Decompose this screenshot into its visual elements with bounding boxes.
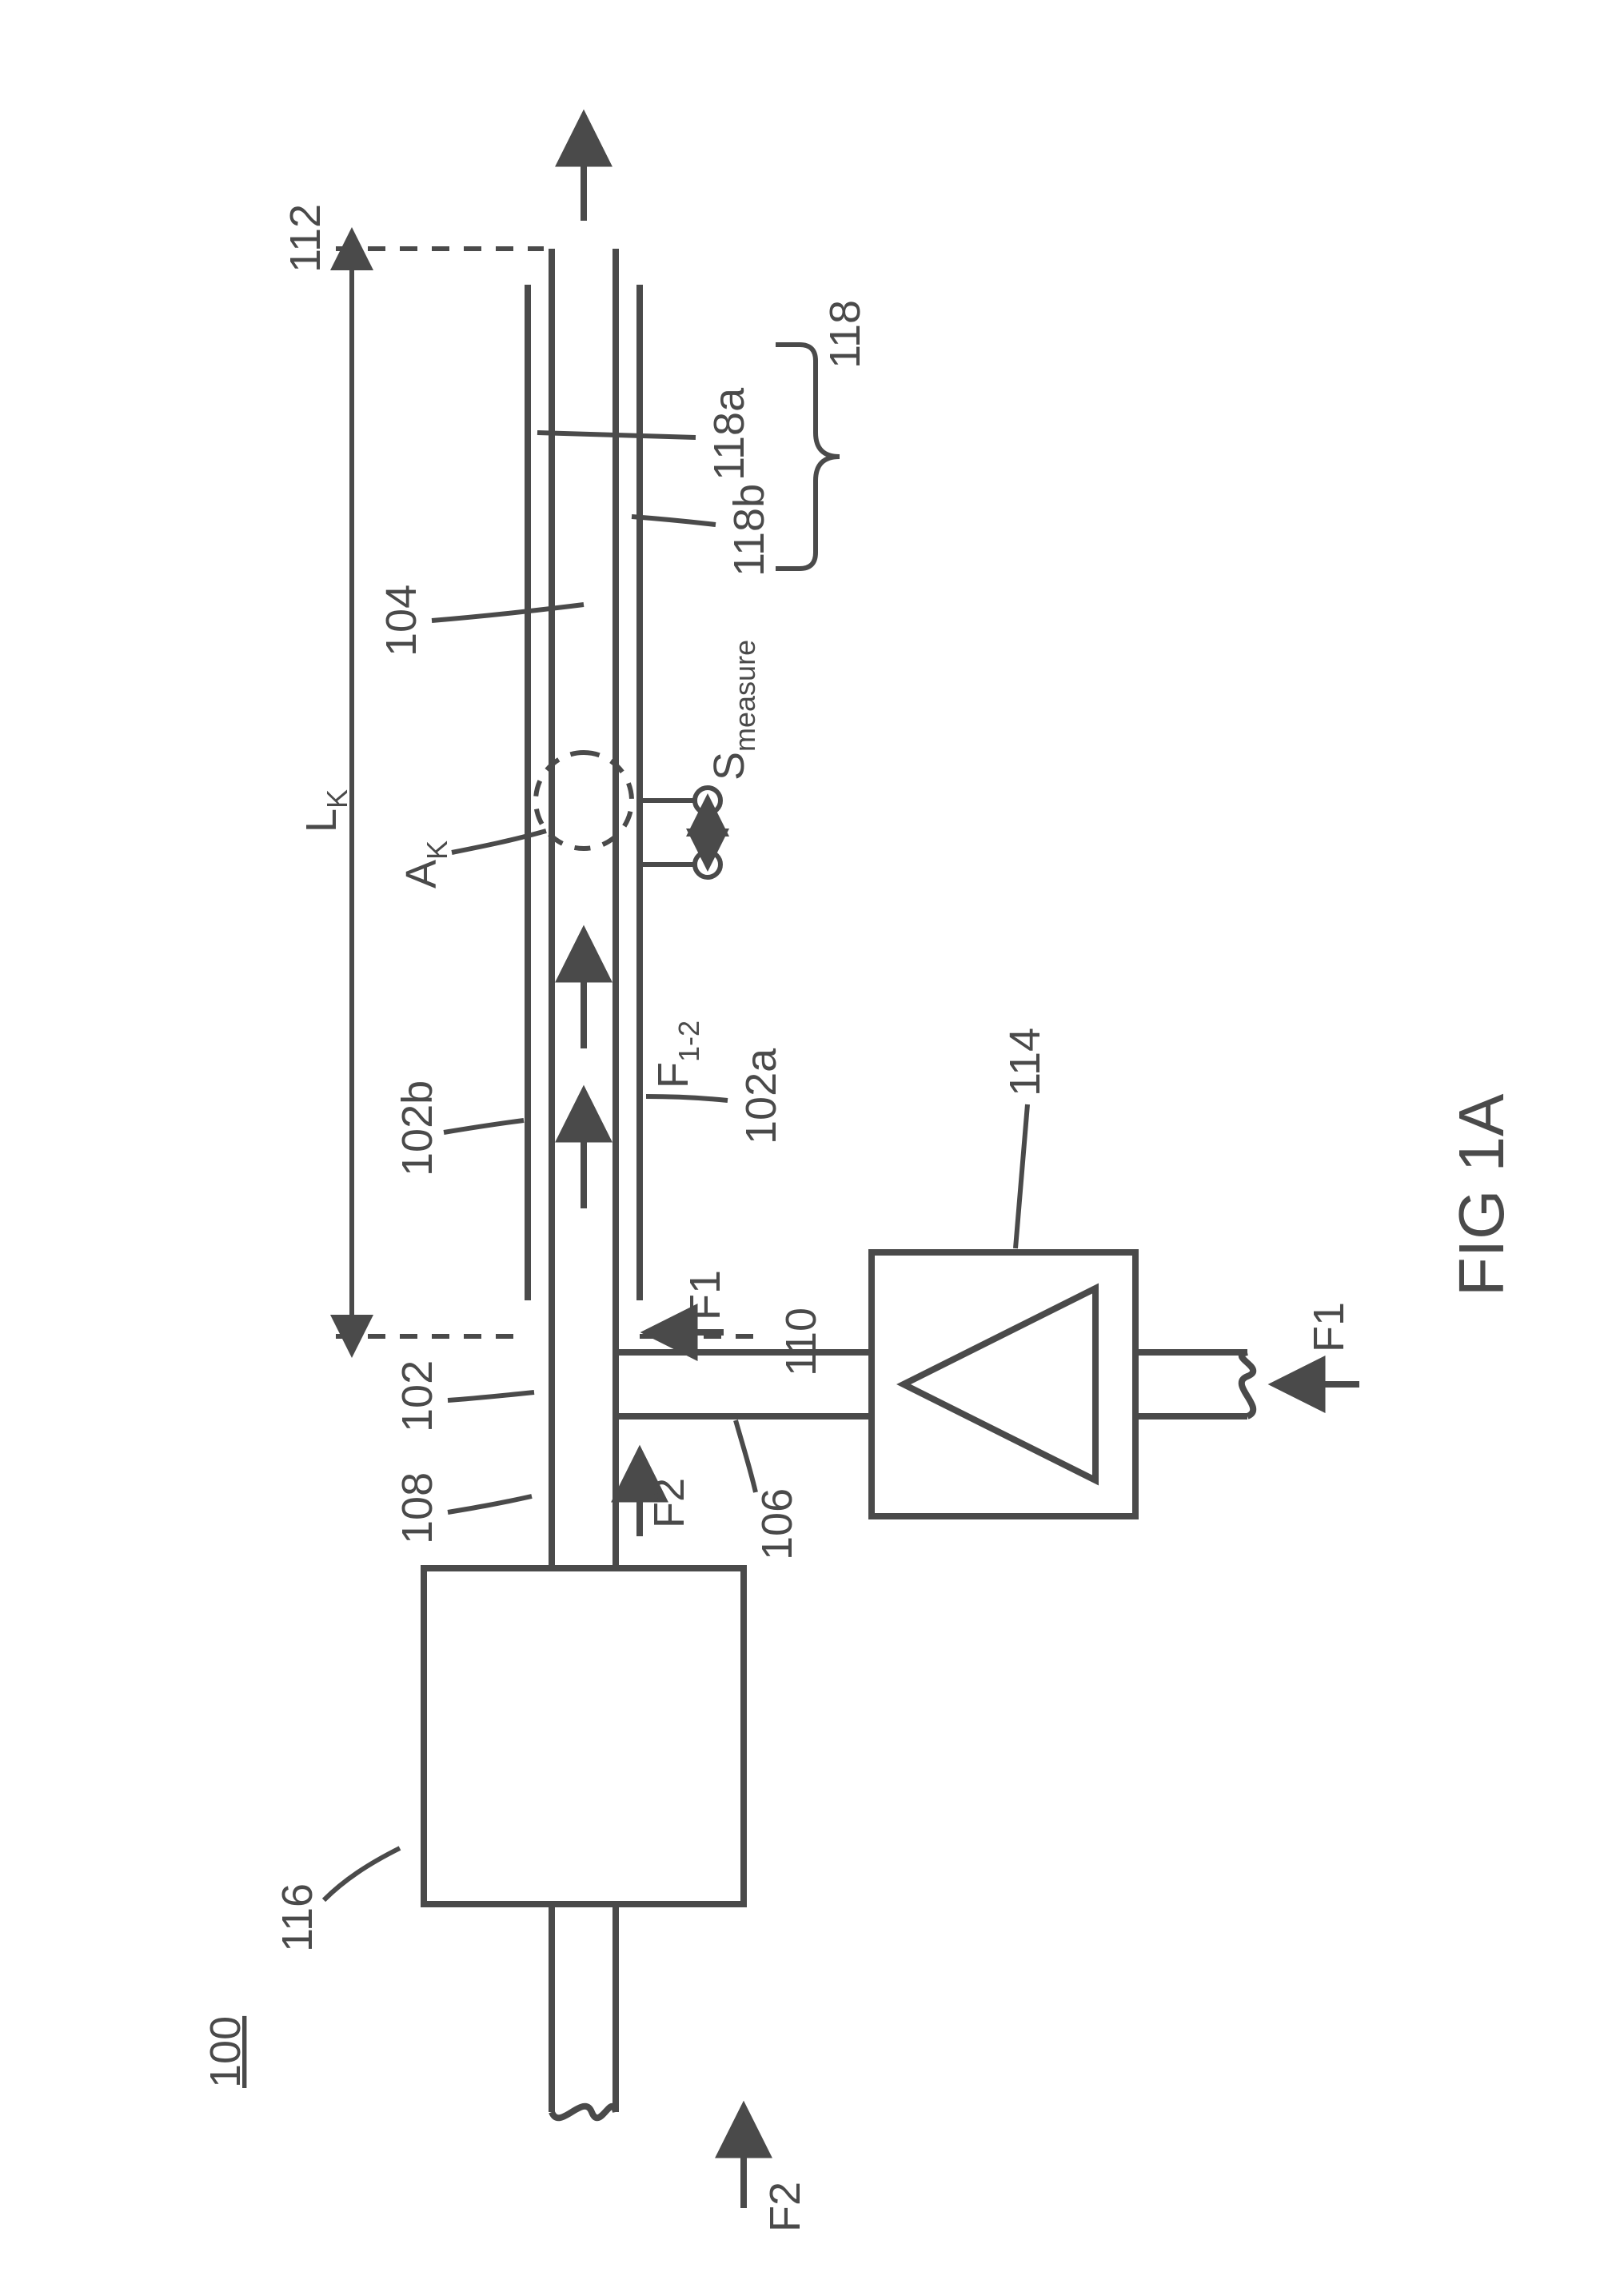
label-f2-left: F2: [761, 2182, 809, 2232]
figure-caption: FIG 1A: [1446, 1093, 1517, 1296]
ref-118a-label: 118a: [705, 387, 753, 481]
label-f1-in: F1: [1305, 1302, 1353, 1352]
ref-118-label: 118: [821, 300, 869, 369]
pipe-106: [616, 1352, 872, 1416]
ref-110-label: 110: [777, 1308, 825, 1376]
inlet-f2: [552, 1904, 616, 2118]
label-f2-pipe: F2: [645, 1478, 693, 1528]
label-ak: AK: [397, 841, 453, 888]
triangle-114: [904, 1288, 1095, 1480]
inlet-f1: [1135, 1352, 1253, 1416]
leader-ak: [452, 831, 546, 853]
leader-102: [448, 1392, 534, 1400]
ref-102b-label: 102b: [393, 1080, 441, 1176]
s-measure: [640, 788, 720, 877]
label-smeasure: Smeasure: [705, 640, 761, 781]
pipe-108: [552, 1416, 616, 1568]
box-116: [424, 1568, 744, 1904]
ref-102-label: 102: [393, 1360, 441, 1432]
channel-102: [552, 249, 616, 1416]
ref-106-label: 106: [753, 1488, 801, 1560]
leader-102a: [646, 1096, 728, 1100]
leader-118b: [632, 517, 716, 525]
ref-112-label: 112: [281, 204, 329, 273]
leader-104: [432, 605, 584, 621]
leader-102b: [444, 1120, 524, 1132]
label-lk: LK: [297, 789, 353, 833]
ref-114-label: 114: [1001, 1028, 1049, 1096]
ref-116-label: 116: [273, 1883, 321, 1952]
ref-100-label: 100: [202, 2016, 249, 2088]
label-f12: F1-2: [649, 1020, 705, 1088]
leader-118a: [537, 433, 696, 437]
brace-118: [776, 345, 840, 569]
leader-108: [448, 1496, 532, 1512]
leader-106: [736, 1420, 756, 1492]
leader-114: [1015, 1104, 1027, 1248]
figure-canvas: 100 F2 116 108 F2 110: [0, 0, 1624, 2296]
ref-102a-label: 102a: [737, 1048, 785, 1144]
ref-118b-label: 118b: [725, 484, 773, 577]
ref-108-label: 108: [393, 1472, 441, 1544]
label-f1-up: F1: [681, 1270, 729, 1320]
leader-116: [324, 1848, 400, 1900]
ref-104-label: 104: [377, 585, 425, 657]
